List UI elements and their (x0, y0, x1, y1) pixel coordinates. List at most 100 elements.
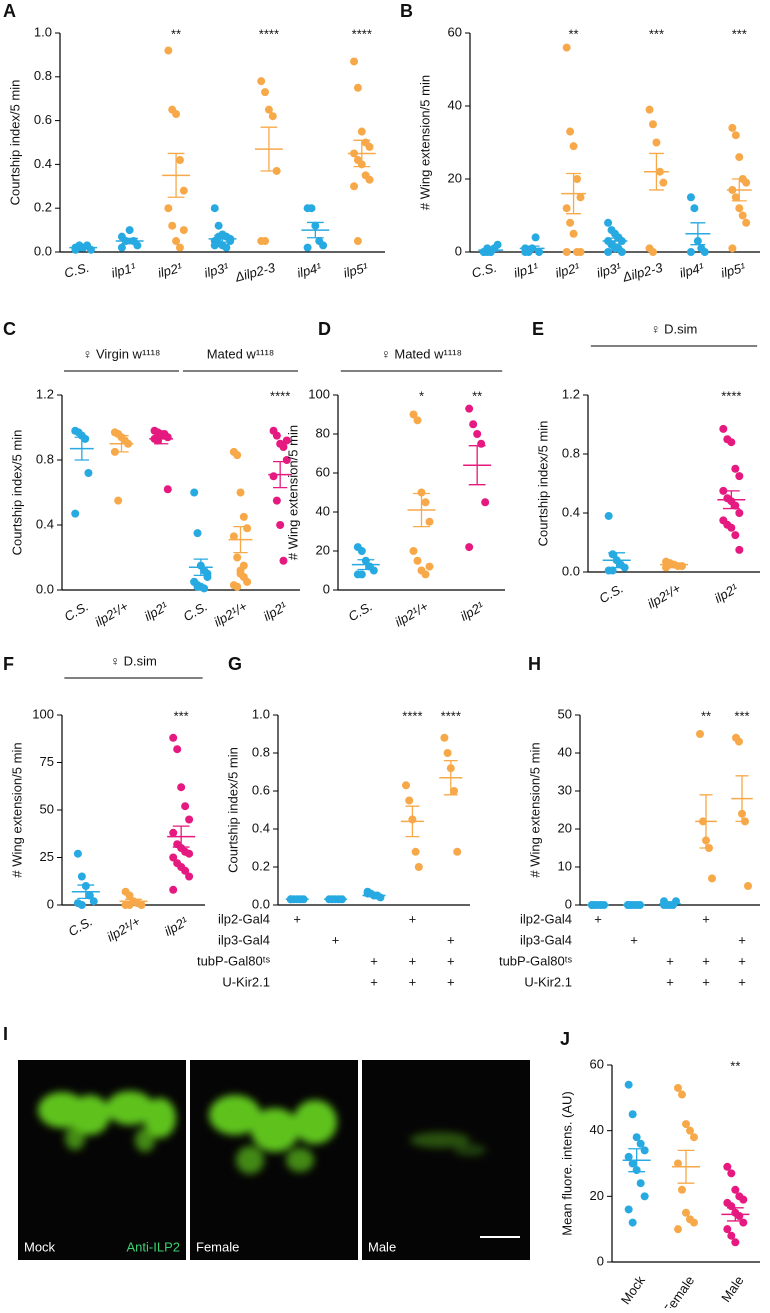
data-point (731, 501, 740, 510)
data-point (731, 1185, 740, 1194)
data-point (282, 436, 291, 445)
y-tick-label: 10 (558, 858, 572, 873)
y-axis-label: Mean fluore. intens. (AU) (559, 1091, 574, 1236)
data-point (350, 57, 359, 66)
data-point (604, 248, 613, 256)
significance: *** (174, 708, 189, 723)
data-point (624, 1205, 633, 1214)
data-point (185, 849, 194, 858)
y-tick-label: 0.8 (34, 68, 52, 83)
x-tick-label: ilp4¹ (678, 260, 706, 281)
panel: G Courtship index/5 min 0.0 0.2 0.4 0.6 0.8 1.0… (197, 654, 470, 989)
x-tick-label: Δilp2-3 (620, 260, 665, 285)
data-point (723, 1162, 732, 1171)
error-bar (524, 245, 540, 252)
panel-letter: D (318, 319, 331, 339)
genotype-label: tubP-Gal80ᵗˢ (197, 953, 271, 968)
data-point (573, 175, 582, 183)
error-bar (74, 436, 89, 461)
genotype-mark: + (370, 974, 378, 989)
genotype-mark: + (447, 974, 455, 989)
y-tick-label: 0.2 (252, 858, 270, 873)
data-point (608, 566, 617, 575)
data-point (678, 1090, 686, 1099)
data-point (175, 156, 184, 165)
data-point (562, 43, 571, 52)
data-point (735, 737, 743, 746)
stain-label: Anti-ILP2 (127, 1239, 180, 1254)
data-point (686, 193, 695, 202)
genotype-mark: + (702, 953, 710, 968)
image-label: Male (368, 1239, 396, 1254)
data-point (566, 127, 575, 136)
error-bar (214, 234, 231, 243)
error-bar (74, 245, 92, 250)
data-point (169, 853, 178, 862)
error-bar (413, 492, 430, 528)
data-point (307, 204, 316, 213)
error-bar (607, 237, 623, 245)
data-point (727, 1231, 736, 1240)
y-axis-label: # Wing extension/5 min (527, 742, 542, 877)
data-point (73, 849, 82, 858)
data-point (77, 872, 86, 881)
x-tick-label: C.S. (63, 260, 91, 281)
data-point (236, 569, 245, 578)
data-point (229, 532, 238, 541)
significance: ** (730, 1058, 740, 1073)
data-point (185, 815, 194, 824)
data-point (168, 221, 177, 230)
data-point (735, 509, 744, 517)
x-tick-label: ilp2¹/+ (392, 598, 431, 629)
data-point (686, 1126, 694, 1135)
data-point (493, 240, 502, 249)
data-point (411, 847, 420, 856)
data-point (477, 439, 486, 448)
data-point (682, 1208, 690, 1217)
y-tick-label: 0.6 (252, 782, 270, 797)
error-bar (665, 563, 683, 567)
data-point (690, 1218, 698, 1227)
image-female (190, 1060, 358, 1260)
data-point (117, 232, 126, 241)
y-tick-label: 80 (316, 425, 330, 440)
data-point (268, 112, 277, 121)
data-point (465, 404, 474, 413)
y-tick-label: 1.2 (562, 386, 580, 401)
data-point (222, 243, 231, 252)
data-point (233, 553, 242, 562)
data-point (659, 178, 668, 187)
data-point (357, 547, 366, 555)
error-bar (690, 222, 706, 246)
data-point (413, 416, 422, 425)
data-point (562, 248, 571, 256)
data-point (690, 1133, 698, 1142)
y-axis-label: Courtship index/5 min (9, 430, 24, 556)
error-bar (628, 1148, 646, 1173)
y-tick-label: 100 (32, 706, 54, 721)
data-point (473, 430, 482, 438)
x-tick-label: C.S. (66, 914, 95, 940)
data-point (648, 120, 657, 129)
error-bar (648, 152, 664, 191)
data-point (742, 218, 751, 227)
data-point (744, 882, 752, 890)
data-point (133, 241, 142, 250)
data-point (173, 745, 182, 754)
significance: *** (734, 708, 749, 723)
x-tick-label: Male (718, 1273, 746, 1305)
x-tick-label: ilp2¹/+ (211, 598, 250, 629)
x-tick-label: ilp3¹ (203, 260, 231, 281)
data-point (190, 488, 199, 497)
error-bar (154, 433, 169, 445)
ilp2-signal (38, 1091, 486, 1174)
y-axis-label: # Wing extension/5 min (417, 75, 432, 210)
y-tick-label: 100 (308, 386, 330, 401)
data-point (735, 472, 744, 481)
y-tick-label: 0.0 (252, 896, 270, 911)
data-point (89, 897, 98, 906)
x-tick-label: ilp2¹ (142, 598, 171, 624)
genotype-mark: + (594, 911, 602, 926)
data-point (700, 248, 709, 256)
panel-letter: E (532, 319, 544, 339)
